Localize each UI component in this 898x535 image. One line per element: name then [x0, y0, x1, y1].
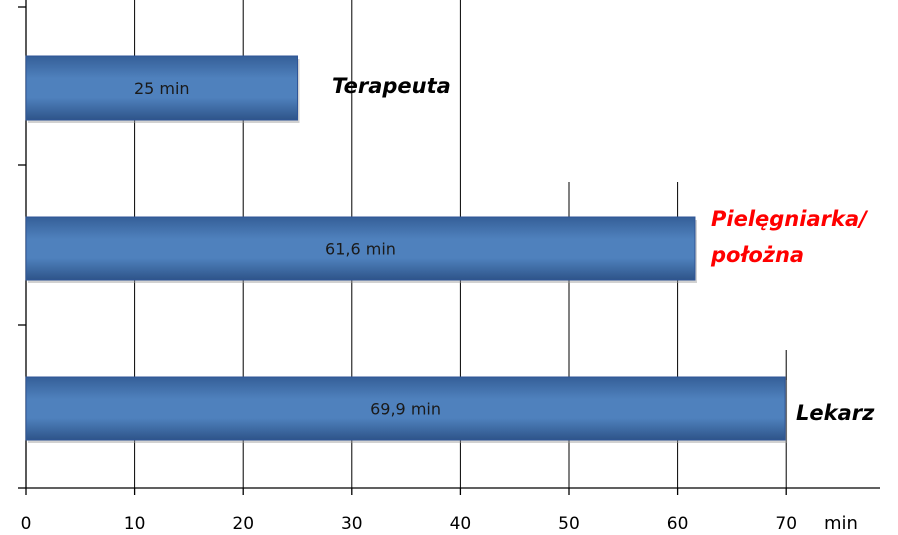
labels: 25 min 61,6 min 69,9 min Terapeuta Pielęgnia… — [134, 74, 875, 425]
bar-data-label: 69,9 min — [370, 400, 441, 419]
bar-data-label: 61,6 min — [325, 240, 396, 259]
bar-1 — [25, 216, 696, 281]
category-label: Lekarz — [796, 401, 875, 425]
category-label: Pielęgniarka/położna — [710, 207, 869, 267]
category-label: Terapeuta — [332, 74, 451, 98]
bar-0 — [25, 55, 298, 121]
bars — [25, 55, 788, 443]
x-tick-label: 20 — [232, 514, 254, 534]
axes: 0 10 20 30 40 50 60 70 — [18, 0, 880, 534]
x-axis-unit-label: min — [824, 513, 858, 534]
x-tick-label: 60 — [667, 514, 689, 534]
x-tick-label: 0 — [21, 514, 32, 534]
x-tick-label: 70 — [775, 514, 797, 534]
bar-2 — [25, 376, 786, 441]
x-tick-label: 30 — [341, 514, 363, 534]
bar-data-label: 25 min — [134, 79, 190, 98]
x-tick-label: 50 — [558, 514, 580, 534]
x-tick-label: 40 — [450, 514, 472, 534]
x-tick-label: 10 — [124, 514, 146, 534]
